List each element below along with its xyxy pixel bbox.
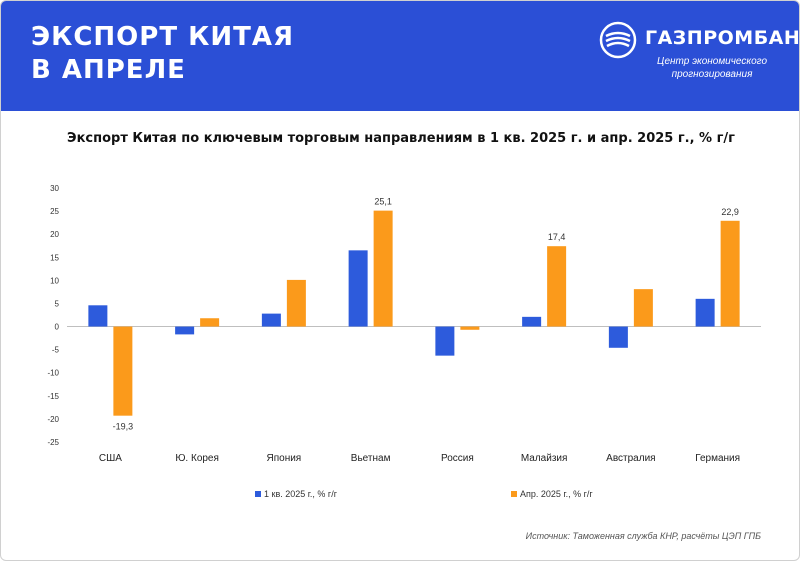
bar-q1 <box>88 305 108 327</box>
bar-apr <box>373 210 393 327</box>
bar-chart: 30 25 20 15 10 5 0 -5 -10 -15 -20 -25 -19,3 США Ю. Кор… <box>47 184 761 499</box>
data-label: 17,4 <box>548 232 566 242</box>
legend-label: 1 кв. 2025 г., % г/г <box>264 489 338 499</box>
bar-q1 <box>175 326 195 335</box>
y-tick-label: -15 <box>47 392 59 401</box>
page-title-line2: В АПРЕЛЕ <box>31 55 186 85</box>
y-tick-label: 25 <box>50 207 59 216</box>
x-category-label: США <box>99 453 122 464</box>
x-category-label: Малайзия <box>521 453 568 464</box>
logo-subtitle-line2: прогнозирования <box>671 69 753 80</box>
bar-apr <box>200 318 220 327</box>
bar-apr <box>286 279 306 327</box>
y-tick-label: -25 <box>47 438 59 447</box>
y-tick-label: -10 <box>47 369 59 378</box>
legend-swatch <box>511 491 517 497</box>
bar-q1 <box>608 326 628 348</box>
data-label: 25,1 <box>374 197 392 207</box>
page-title: ЭКСПОРТ КИТАЯ В АПРЕЛЕ <box>31 21 294 87</box>
data-label: 22,9 <box>721 207 739 217</box>
bar-apr <box>633 289 653 327</box>
bar-q1 <box>435 326 455 356</box>
y-tick-label: 10 <box>50 276 59 285</box>
x-category-label: Вьетнам <box>351 453 391 464</box>
bar-apr <box>460 326 480 330</box>
bar-apr <box>547 246 567 327</box>
logo-subtitle-line1: Центр экономического <box>656 56 768 67</box>
y-tick-label: 5 <box>55 299 60 308</box>
y-tick-label: -20 <box>47 415 59 424</box>
bar-q1 <box>695 298 715 327</box>
legend-label: Апр. 2025 г., % г/г <box>520 489 593 499</box>
gazprombank-logo: ГАЗПРОМБАНК Центр экономического прогноз… <box>599 19 799 89</box>
data-label: -19,3 <box>113 422 134 432</box>
page-title-line1: ЭКСПОРТ КИТАЯ <box>31 22 295 52</box>
y-tick-label: 15 <box>50 253 59 262</box>
y-tick-label: 20 <box>50 230 59 239</box>
bar-q1 <box>261 313 281 327</box>
bar-q1 <box>522 316 542 327</box>
legend-swatch <box>255 491 261 497</box>
y-tick-label: 0 <box>55 323 60 332</box>
header-banner: ЭКСПОРТ КИТАЯ В АПРЕЛЕ ГАЗПРОМБАНК Центр… <box>1 1 799 111</box>
x-category-label: Япония <box>267 453 302 464</box>
x-category-label: Австралия <box>606 453 655 464</box>
source-note: Источник: Таможенная служба КНР, расчёты… <box>525 531 761 541</box>
bar-q1 <box>348 250 368 327</box>
y-tick-label: 30 <box>50 184 59 193</box>
gazprombank-logo-icon <box>599 21 637 59</box>
bar-apr <box>720 220 740 327</box>
y-tick-label: -5 <box>52 346 60 355</box>
logo-name: ГАЗПРОМБАНК <box>645 27 800 49</box>
bar-apr <box>113 326 133 416</box>
logo-subtitle: Центр экономического прогнозирования <box>647 55 777 81</box>
x-category-label: Ю. Корея <box>175 453 219 464</box>
x-category-label: Россия <box>441 453 474 464</box>
chart-title: Экспорт Китая по ключевым торговым напра… <box>67 131 735 146</box>
x-category-label: Германия <box>695 453 740 464</box>
